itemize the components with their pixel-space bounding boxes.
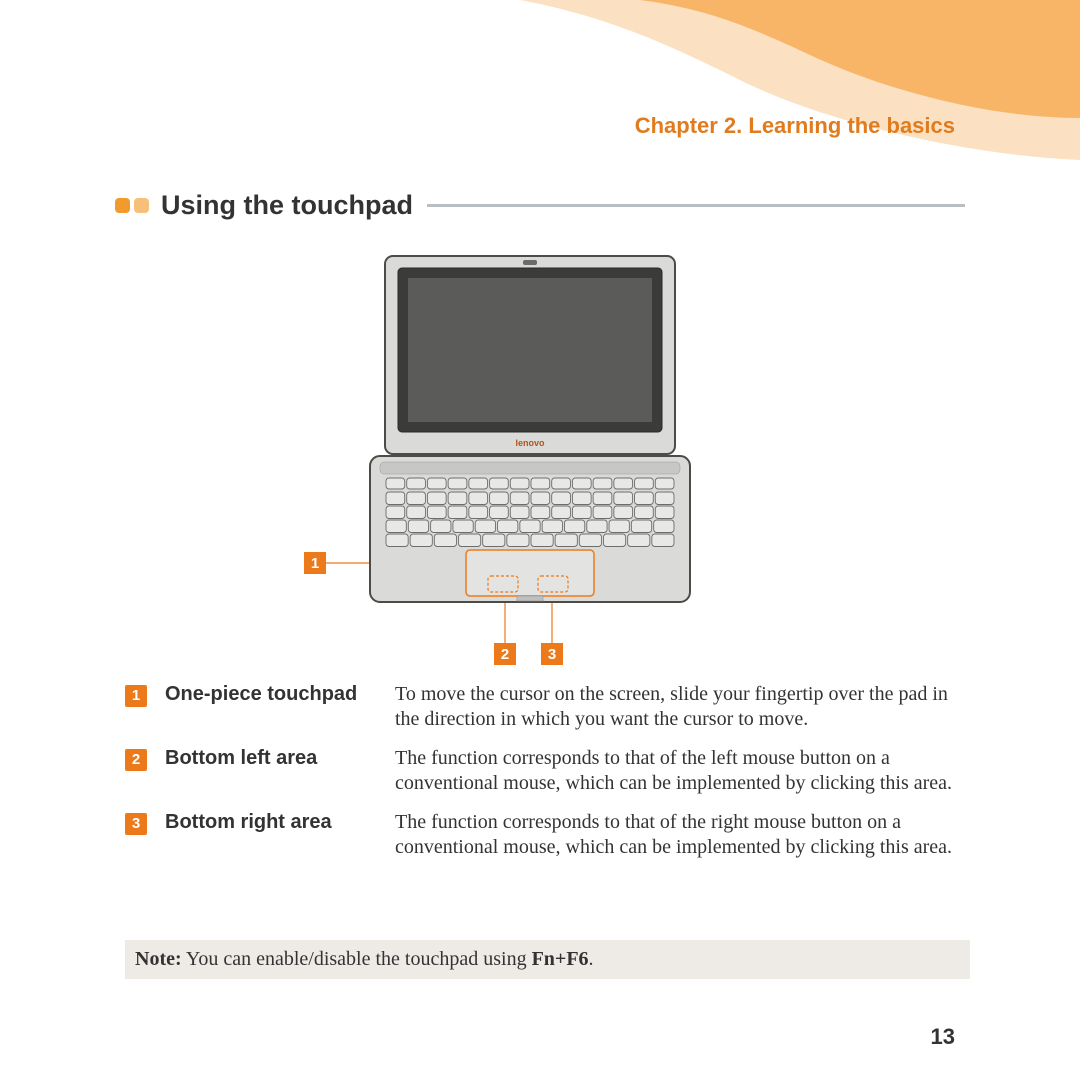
callout-icon: 2 [125,749,147,771]
note-text-before: You can enable/disable the touchpad usin… [182,948,532,970]
list-item: 3 Bottom right area The function corresp… [125,810,970,860]
svg-text:1: 1 [311,555,319,572]
item-text: To move the cursor on the screen, slide … [395,682,970,732]
note-bar: Note: You can enable/disable the touchpa… [125,940,970,979]
item-text: The function corresponds to that of the … [395,810,970,860]
svg-text:lenovo: lenovo [515,438,545,448]
item-text: The function corresponds to that of the … [395,746,970,796]
section-title: Using the touchpad [161,190,413,221]
description-list: 1 One-piece touchpad To move the cursor … [125,682,970,874]
callout-icon: 3 [125,813,147,835]
note-hotkey: Fn+F6 [532,948,589,970]
chapter-title: Chapter 2. Learning the basics [635,113,955,139]
list-item: 2 Bottom left area The function correspo… [125,746,970,796]
note-prefix: Note: [135,948,182,970]
svg-text:2: 2 [501,646,509,663]
note-text-after: . [589,948,594,970]
bullet-icon [115,198,130,213]
item-label: Bottom left area [165,746,395,796]
laptop-diagram: 1 2 3 lenovo [0,248,1080,668]
callout-icon: 1 [125,685,147,707]
section-heading-row: Using the touchpad [115,190,965,221]
section-rule [427,204,965,207]
section-bullets [115,198,149,213]
bullet-icon [134,198,149,213]
item-label: One-piece touchpad [165,682,395,732]
list-item: 1 One-piece touchpad To move the cursor … [125,682,970,732]
page-number: 13 [931,1024,955,1050]
svg-text:3: 3 [548,646,556,663]
item-label: Bottom right area [165,810,395,860]
